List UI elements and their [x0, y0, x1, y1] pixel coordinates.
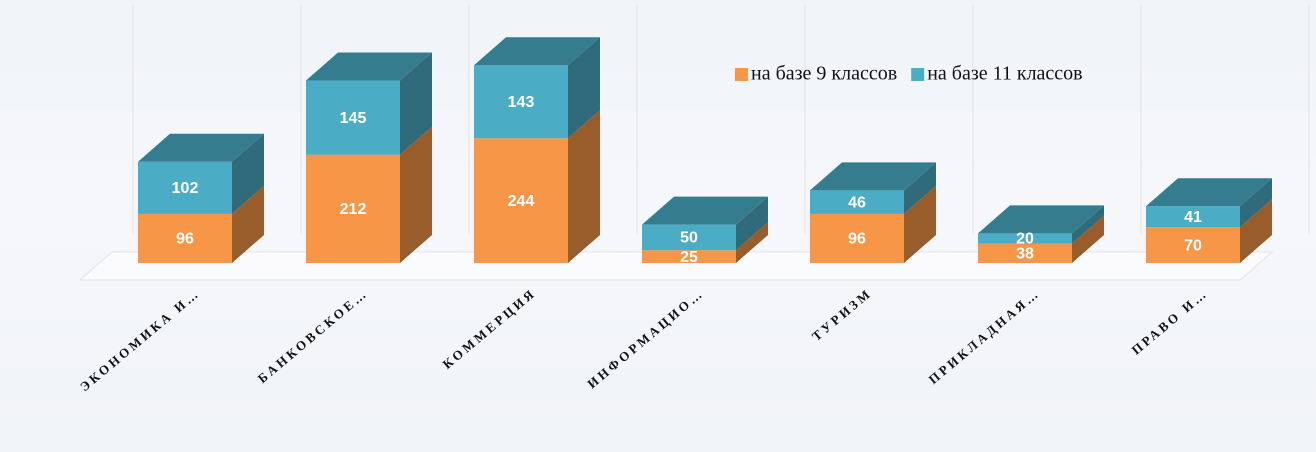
bar-segment: [306, 52, 432, 155]
bar-segment: [1146, 178, 1272, 228]
bar-front: [474, 65, 568, 139]
value-label: 244: [508, 193, 535, 210]
bar-top: [138, 133, 264, 162]
value-label: 96: [848, 231, 866, 248]
legend-swatch: [735, 68, 748, 81]
bar-side: [232, 133, 264, 214]
bar-segment: [138, 133, 264, 214]
bar-top: [474, 37, 600, 66]
bar-top: [1146, 178, 1272, 207]
legend-swatch: [911, 68, 925, 81]
bar-front: [138, 161, 232, 214]
bar-segment: [810, 185, 936, 263]
bar-side: [400, 126, 432, 264]
value-label: 25: [680, 249, 698, 266]
bar-segment: [642, 222, 768, 263]
bar-front: [642, 250, 736, 263]
bar-front: [474, 138, 568, 263]
back-wall-lines: [132, 5, 1310, 235]
bar-segment: [810, 162, 936, 214]
bar-side: [1240, 178, 1272, 228]
value-label: 212: [340, 201, 367, 218]
bar-segment: [306, 126, 432, 264]
bar-side: [904, 185, 936, 263]
bar-side: [1072, 215, 1104, 263]
bar-side: [568, 37, 600, 139]
bar-front: [978, 243, 1072, 263]
bar-front: [306, 154, 400, 263]
bar-side: [400, 52, 432, 155]
bar-side: [568, 110, 600, 264]
bar-front: [1146, 206, 1240, 228]
bar-segment: [978, 205, 1104, 244]
bar-front: [306, 80, 400, 155]
bar-segment: [978, 215, 1104, 263]
bar-front: [810, 213, 904, 263]
value-label: 41: [1184, 209, 1202, 226]
bar-top: [642, 196, 768, 225]
value-label: 96: [176, 231, 194, 248]
bar-front: [642, 224, 736, 251]
value-label: 20: [1016, 231, 1034, 248]
bar-top: [978, 205, 1104, 234]
bar-side: [736, 222, 768, 263]
bar-side: [1240, 199, 1272, 263]
value-label: 70: [1184, 237, 1202, 254]
bar-side: [232, 185, 264, 263]
bar-top: [306, 52, 432, 81]
value-label: 143: [508, 94, 535, 111]
legend-label: на базе 11 классов: [927, 63, 1082, 85]
bar-segment: [138, 185, 264, 263]
bar-front: [138, 213, 232, 263]
value-label: 102: [172, 180, 199, 197]
value-label: 145: [340, 110, 367, 127]
bar-front: [1146, 227, 1240, 263]
bar-front: [978, 233, 1072, 244]
value-label: 38: [1016, 246, 1034, 263]
bar-side: [736, 196, 768, 251]
bar-side: [904, 162, 936, 214]
bar-segment: [1146, 199, 1272, 263]
bar-top: [810, 162, 936, 191]
bar-front: [810, 190, 904, 214]
bar-segment: [474, 110, 600, 264]
legend-label: на базе 9 классов: [751, 63, 897, 85]
value-label: 46: [848, 194, 866, 211]
bar-side: [1072, 205, 1104, 244]
bar-segment: [642, 196, 768, 251]
bar-segment: [474, 37, 600, 139]
value-label: 50: [680, 230, 698, 247]
